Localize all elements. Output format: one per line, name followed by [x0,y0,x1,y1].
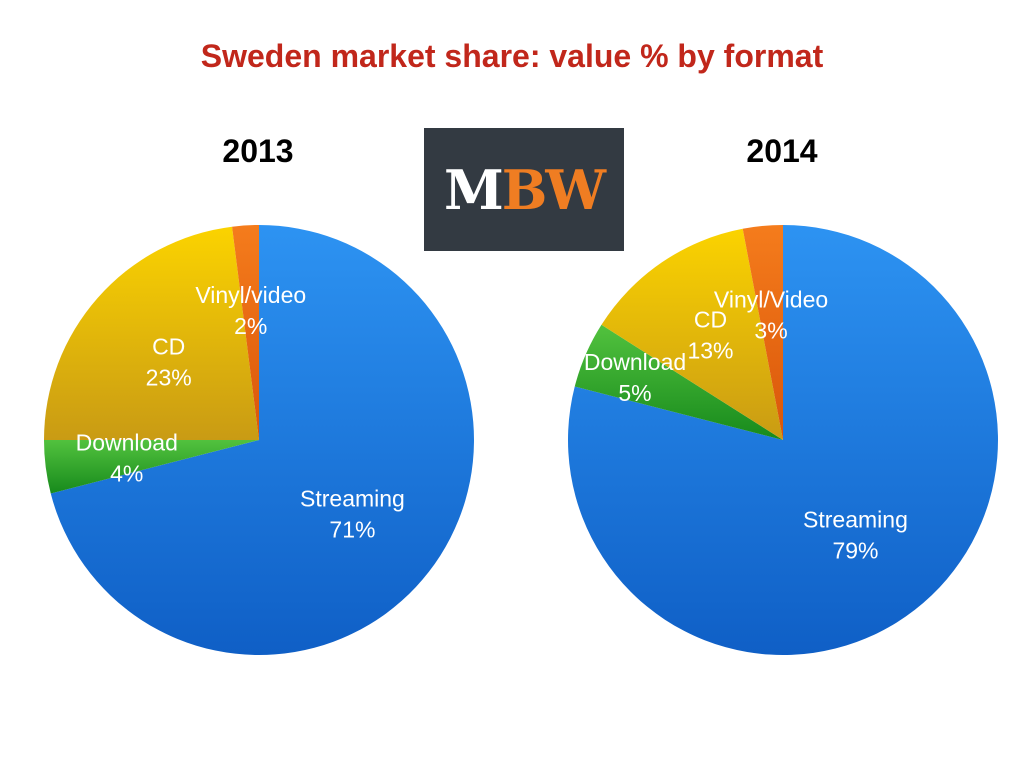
pie-chart-2014: Streaming 79% Download 5%CD 13%Vinyl/Video 3% [568,225,999,655]
pie-title-2013: 2013 [222,133,294,169]
pie-slice-streaming-2013 [50,225,475,655]
pie-slice-cd-2014 [601,228,783,440]
logo-text-m: M [443,158,504,222]
pie-slice-cd-2013 [44,226,259,440]
slice-label-streaming-2013: Streaming 71% [300,485,405,542]
logo-text-bw: BW [501,158,606,222]
slice-label-streaming-2014: Streaming 79% [803,506,908,563]
logo-wordmark: MBW [424,162,624,218]
pie-chart-2013: Streaming 71% Download 4% CD 23%Vinyl/video 2% [44,225,475,655]
pie-title-2014: 2014 [746,133,818,169]
chart-title: Sweden market share: value % by format [200,38,824,74]
pie-slice-download-2014 [574,324,783,440]
slice-label-cd-2013: CD 23% [146,333,192,390]
pie-slice-vinyl-video-2013 [232,225,259,440]
slice-label-download-2014: Download 5% [584,349,686,406]
slice-label-cd-2014: CD 13% [687,306,733,363]
pie-slice-download-2013 [44,440,259,494]
mbw-logo: MBW [424,128,624,251]
slice-label-vinyl-video-2014: Vinyl/Video 3% [714,287,828,344]
pie-slice-vinyl-video-2014 [742,225,783,440]
slice-label-download-2013: Download 4% [76,430,178,487]
slice-label-vinyl-video-2013: Vinyl/video 2% [195,282,306,339]
